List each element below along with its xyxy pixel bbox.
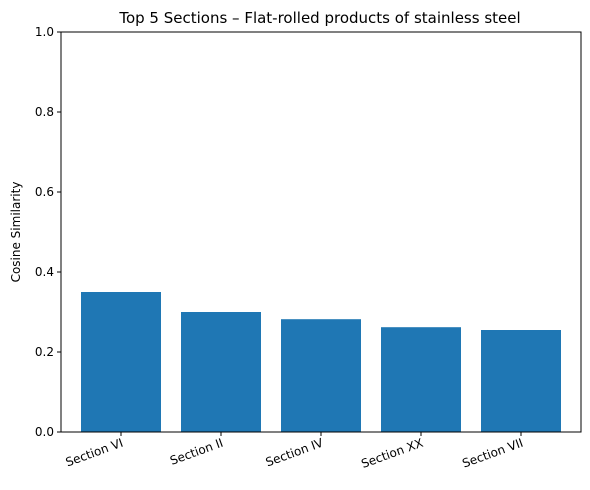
x-tick-label: Section VII: [460, 436, 525, 471]
y-tick-label: 0.2: [35, 345, 54, 359]
bar: [181, 312, 261, 432]
x-tick-label: Section VI: [64, 436, 125, 470]
y-tick-label: 0.4: [35, 265, 54, 279]
bar: [481, 330, 561, 432]
plot-area: 0.0 0.2 0.4 0.6 0.8 1.0 Section VI Section II Se…: [35, 25, 582, 471]
bar: [281, 319, 361, 432]
y-tick-label: 0.6: [35, 185, 54, 199]
chart-title: Top 5 Sections – Flat-rolled products of…: [118, 9, 520, 27]
x-tick-label: Section II: [168, 436, 225, 468]
y-tick-label: 1.0: [35, 25, 54, 39]
y-tick-label: 0.8: [35, 105, 54, 119]
y-axis-label: Cosine Similarity: [9, 182, 23, 283]
y-tick-label: 0.0: [35, 425, 54, 439]
bar: [81, 292, 161, 432]
x-tick-label: Section XX: [359, 436, 425, 471]
x-tick-label: Section IV: [264, 435, 326, 469]
bar: [381, 327, 461, 432]
